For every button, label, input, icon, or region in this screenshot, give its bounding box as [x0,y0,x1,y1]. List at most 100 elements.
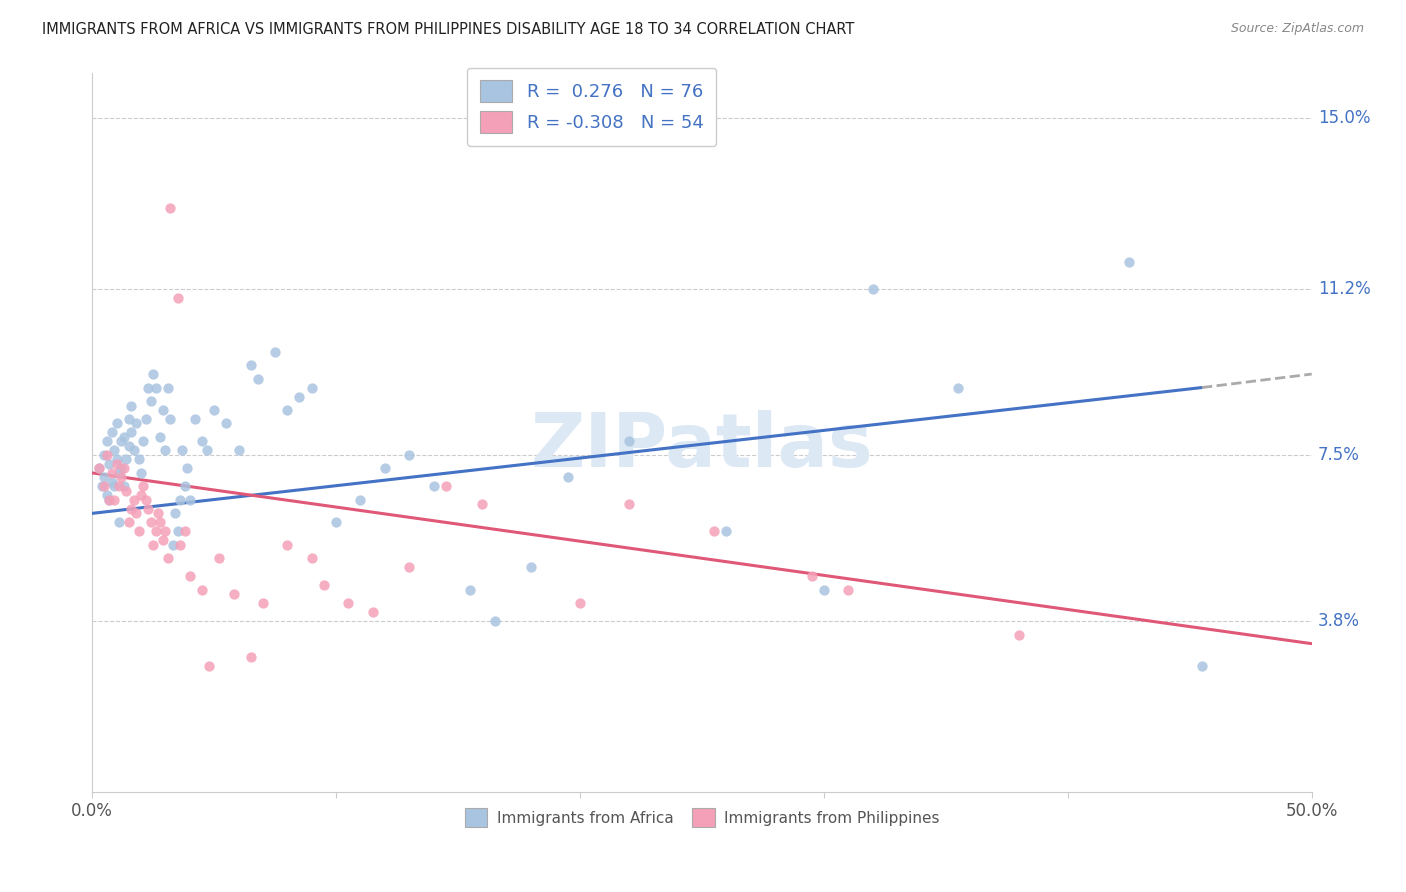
Point [252,596,274,610]
Point [128,452,150,467]
Point [100,425,122,440]
Point [169,492,191,507]
Point [617,434,640,449]
Point [139,516,162,530]
Point [165,507,187,521]
Point [862,282,884,296]
Point [202,403,225,417]
Point [337,596,360,610]
Text: 11.2%: 11.2% [1317,280,1371,298]
Point [128,524,150,539]
Point [195,443,218,458]
Point [108,479,131,493]
Point [813,582,835,597]
Point [264,344,287,359]
Point [288,390,311,404]
Point [98,492,121,507]
Point [96,434,118,449]
Point [105,417,128,431]
Point [166,291,188,305]
Point [173,479,195,493]
Point [191,582,214,597]
Point [239,650,262,665]
Point [703,524,725,539]
Point [215,417,238,431]
Point [110,470,132,484]
Point [239,358,262,372]
Point [149,430,172,444]
Point [1118,254,1140,268]
Point [191,434,214,449]
Point [162,538,184,552]
Point [110,461,132,475]
Point [112,479,135,493]
Point [135,492,157,507]
Point [93,470,115,484]
Text: ZIPatlas: ZIPatlas [530,410,873,483]
Point [312,578,335,592]
Point [100,466,122,480]
Point [169,538,191,552]
Point [93,479,115,493]
Text: IMMIGRANTS FROM AFRICA VS IMMIGRANTS FROM PHILIPPINES DISABILITY AGE 18 TO 34 CO: IMMIGRANTS FROM AFRICA VS IMMIGRANTS FRO… [42,22,855,37]
Point [247,371,270,385]
Point [146,507,169,521]
Point [118,412,141,426]
Point [159,412,181,426]
Text: 7.5%: 7.5% [1317,446,1360,464]
Point [179,492,201,507]
Point [301,551,323,566]
Point [301,380,323,394]
Point [136,380,159,394]
Point [112,430,135,444]
Point [129,466,152,480]
Point [398,560,420,574]
Point [222,587,245,601]
Point [100,475,122,489]
Point [135,412,157,426]
Point [118,516,141,530]
Point [208,551,231,566]
Point [125,507,148,521]
Point [276,538,298,552]
Point [325,516,347,530]
Point [837,582,859,597]
Point [125,417,148,431]
Point [800,569,823,583]
Legend: Immigrants from Africa, Immigrants from Philippines: Immigrants from Africa, Immigrants from … [457,801,948,835]
Point [617,497,640,511]
Point [132,434,155,449]
Point [569,596,592,610]
Point [103,443,125,458]
Point [349,492,371,507]
Point [173,524,195,539]
Point [105,457,128,471]
Point [96,448,118,462]
Point [89,461,111,475]
Point [1008,628,1031,642]
Point [520,560,543,574]
Point [142,538,165,552]
Text: 3.8%: 3.8% [1317,612,1360,631]
Point [105,452,128,467]
Point [122,443,145,458]
Point [96,488,118,502]
Point [108,516,131,530]
Point [156,380,179,394]
Text: Source: ZipAtlas.com: Source: ZipAtlas.com [1230,22,1364,36]
Point [156,551,179,566]
Point [89,461,111,475]
Point [946,380,969,394]
Point [145,524,167,539]
Point [122,492,145,507]
Point [149,516,172,530]
Point [132,479,155,493]
Point [471,497,494,511]
Point [276,403,298,417]
Point [103,479,125,493]
Point [159,201,181,215]
Point [422,479,444,493]
Point [103,492,125,507]
Point [118,439,141,453]
Point [98,457,121,471]
